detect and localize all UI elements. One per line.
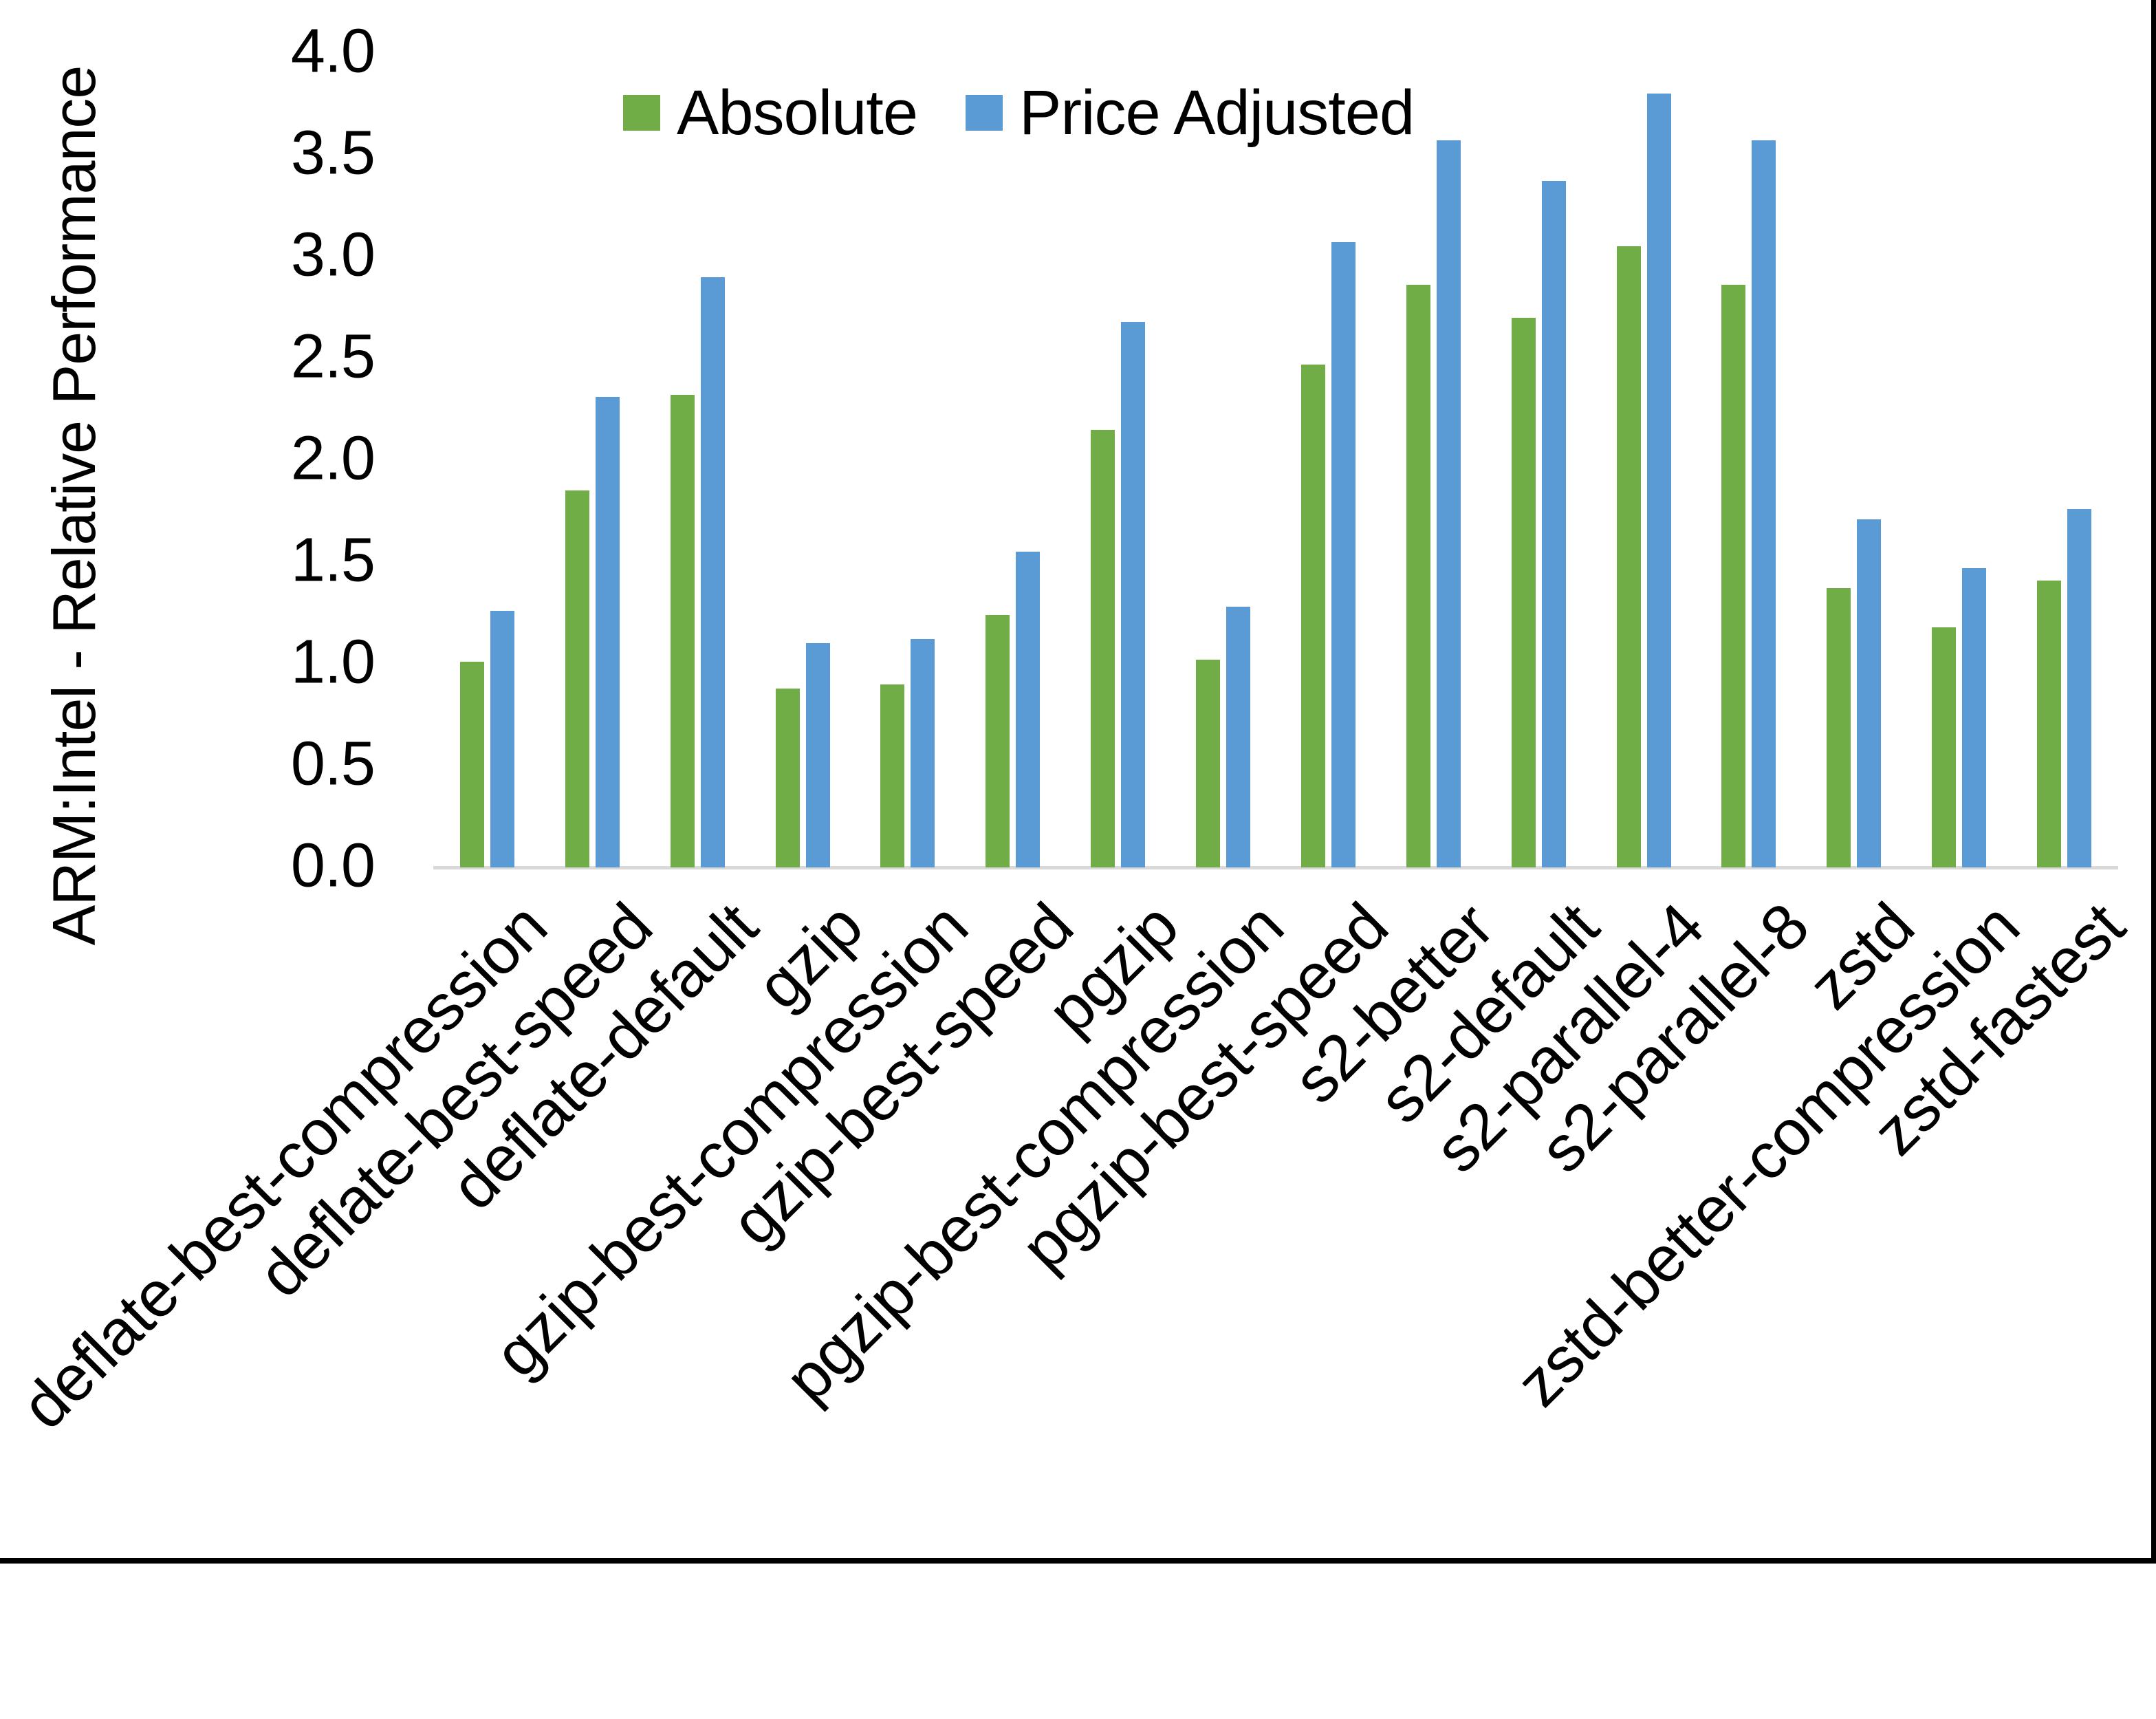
legend-item-price-adjusted: Price Adjusted: [966, 77, 1415, 149]
bottom-border: [0, 1558, 2156, 1564]
legend: Absolute Price Adjusted: [623, 77, 1462, 149]
bar-absolute-gzip: [775, 688, 800, 867]
y-tick-label-1.0: 1.0: [290, 627, 375, 697]
bar-price-adjusted-pgzip: [1121, 321, 1146, 867]
bar-absolute-pgzip-best-compression: [1196, 660, 1221, 867]
bar-absolute-s2-parallel-8: [1721, 285, 1746, 867]
bar-absolute-deflate-best-speed: [565, 490, 589, 867]
bar-price-adjusted-gzip-best-compression: [911, 639, 935, 867]
y-tick-label-1.5: 1.5: [290, 526, 375, 595]
bar-price-adjusted-deflate-best-speed: [595, 397, 620, 867]
bar-price-adjusted-s2-better: [1436, 140, 1461, 867]
bar-absolute-s2-better: [1406, 285, 1430, 867]
y-tick-label-0.5: 0.5: [290, 729, 375, 799]
bar-absolute-s2-default: [1511, 317, 1536, 867]
legend-item-absolute: Absolute: [623, 77, 918, 149]
bar-absolute-zstd-fastest: [2037, 580, 2062, 867]
bar-price-adjusted-s2-parallel-4: [1646, 94, 1671, 867]
y-tick-label-0.0: 0.0: [290, 831, 375, 900]
y-tick-label-2.5: 2.5: [290, 322, 375, 391]
bar-absolute-zstd-better-compression: [1932, 627, 1957, 867]
y-tick-label-3.5: 3.5: [290, 118, 375, 188]
bar-price-adjusted-zstd: [1857, 519, 1882, 867]
legend-label: Price Adjusted: [1019, 77, 1415, 148]
bar-absolute-deflate-default: [670, 395, 695, 867]
bar-price-adjusted-s2-default: [1541, 181, 1566, 867]
bar-absolute-deflate-best-compression: [459, 662, 484, 867]
bar-absolute-pgzip: [1091, 429, 1115, 867]
bar-absolute-gzip-best-compression: [880, 684, 905, 867]
bar-price-adjusted-s2-parallel-8: [1752, 140, 1776, 867]
bar-absolute-zstd: [1827, 588, 1851, 867]
y-axis-title: ARM:Intel - Relative Performance: [40, 65, 108, 946]
right-border: [2151, 0, 2156, 1564]
bar-price-adjusted-zstd-better-compression: [1962, 567, 1987, 867]
bar-price-adjusted-deflate-best-compression: [490, 611, 514, 867]
chart-canvas: ARM:Intel - Relative Performance 0.0 0.5 1…: [0, 0, 2156, 1564]
bar-absolute-pgzip-best-speed: [1300, 364, 1325, 867]
bar-price-adjusted-gzip-best-speed: [1016, 552, 1041, 867]
legend-swatch-icon: [966, 95, 1003, 131]
bar-absolute-gzip-best-speed: [986, 614, 1010, 867]
bar-absolute-s2-parallel-4: [1616, 246, 1641, 867]
legend-swatch-icon: [623, 95, 660, 131]
x-axis-line: [433, 866, 2118, 869]
bar-price-adjusted-zstd-fastest: [2067, 509, 2092, 867]
y-tick-label-3.0: 3.0: [290, 220, 375, 290]
bar-price-adjusted-pgzip-best-speed: [1331, 242, 1355, 867]
bar-price-adjusted-gzip: [805, 643, 830, 867]
bar-price-adjusted-pgzip-best-compression: [1226, 607, 1251, 867]
bar-price-adjusted-deflate-default: [700, 277, 725, 867]
legend-label: Absolute: [677, 77, 918, 148]
y-tick-label-2.0: 2.0: [290, 424, 375, 493]
y-tick-label-4.0: 4.0: [290, 17, 375, 86]
